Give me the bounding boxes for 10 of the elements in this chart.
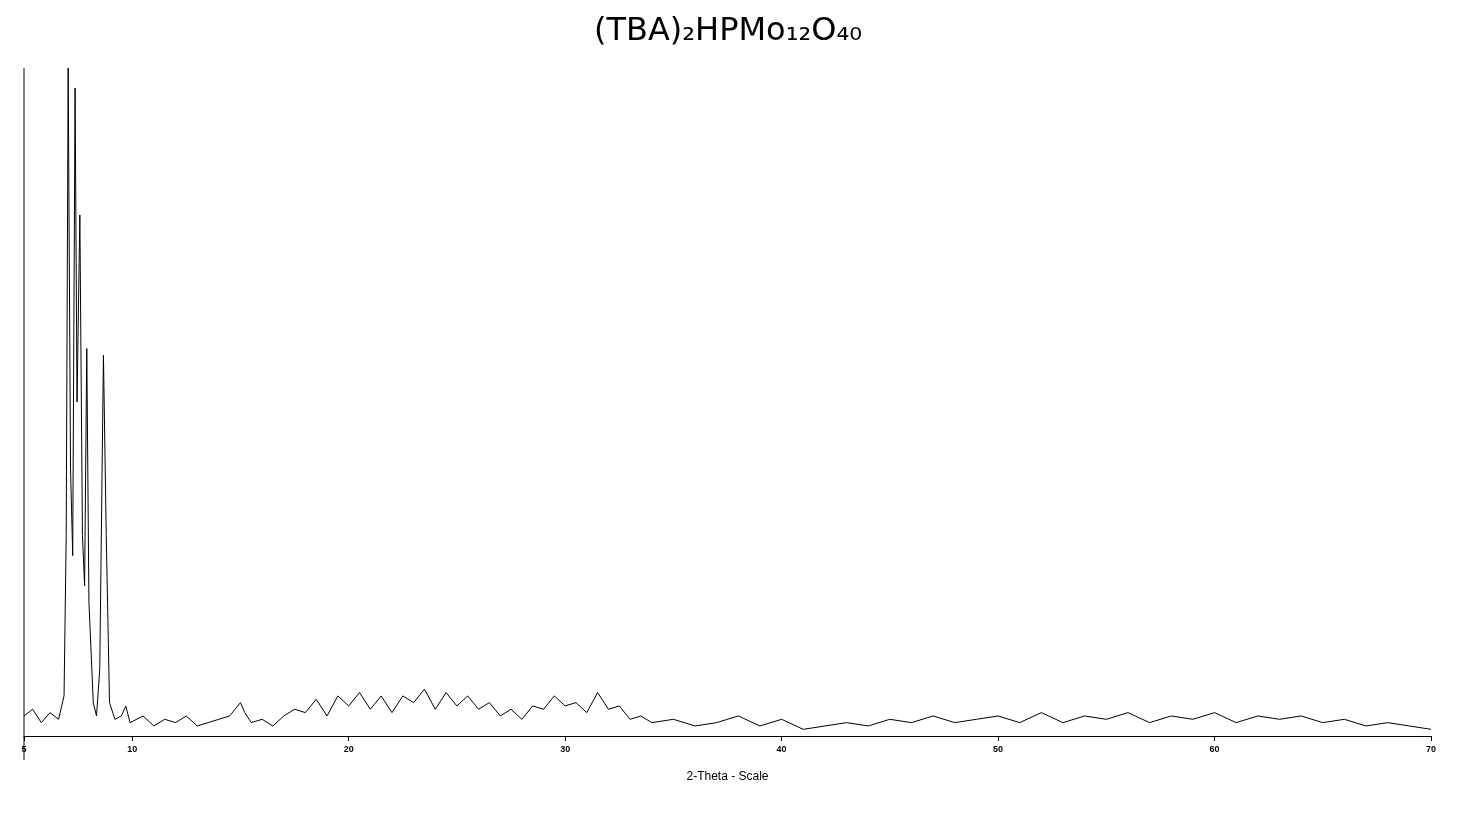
x-tick-label: 20 [343,743,354,754]
x-tick-label: 50 [993,743,1004,754]
x-tick-label: 10 [127,743,138,754]
x-tick-label: 5 [21,743,27,754]
x-axis-title: 2-Theta - Scale [686,769,769,783]
x-tick-label: 70 [1425,743,1437,754]
x-tick-label: 40 [776,743,787,754]
chart-title: (TBA)₂HPMo₁₂O₄₀ [593,10,863,48]
x-tick-label: 60 [1209,743,1220,754]
x-tick-label: 30 [560,743,571,754]
